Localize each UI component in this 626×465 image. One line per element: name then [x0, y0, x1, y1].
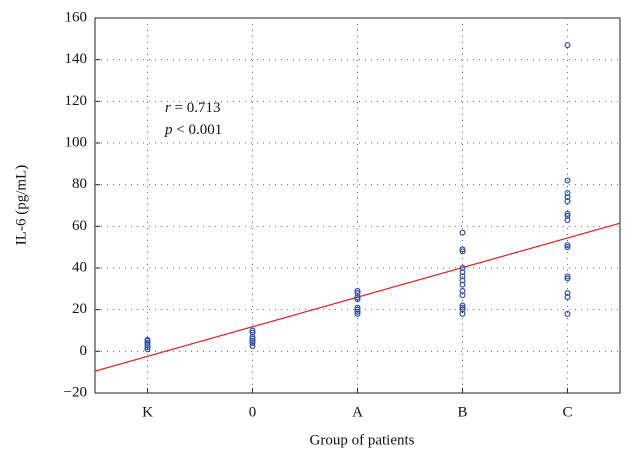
data-point: [354, 310, 361, 317]
data-point: [249, 327, 256, 334]
y-tick-label: 80: [72, 176, 87, 192]
data-point: [249, 335, 256, 342]
y-axis-label: IL-6 (pg/mL): [13, 165, 29, 245]
data-point: [249, 340, 256, 347]
data-point: [459, 269, 466, 276]
data-point: [459, 287, 466, 294]
data-point: [459, 292, 466, 299]
x-axis-label: Group of patients: [310, 432, 415, 448]
data-point: [564, 212, 571, 219]
data-point: [144, 346, 151, 353]
data-point: [144, 336, 151, 343]
data-point: [249, 329, 256, 336]
data-point: [564, 210, 571, 217]
data-point: [564, 177, 571, 184]
data-point: [564, 194, 571, 201]
data-point: [459, 229, 466, 236]
data-point: [564, 290, 571, 297]
y-tick-label: 20: [72, 301, 87, 317]
data-point: [354, 296, 361, 303]
data-point: [564, 198, 571, 205]
data-point: [564, 42, 571, 49]
data-point: [564, 244, 571, 251]
data-point: [354, 306, 361, 313]
data-point: [249, 337, 256, 344]
data-point: [354, 290, 361, 297]
data-point: [564, 294, 571, 301]
data-point: [144, 344, 151, 351]
y-tick-label: 140: [65, 51, 88, 67]
annotation: p < 0.001: [164, 122, 222, 138]
data-point: [459, 310, 466, 317]
y-tick-label: 120: [65, 93, 88, 109]
x-tick-label: C: [562, 404, 572, 420]
y-tick-label: −20: [64, 384, 87, 400]
annotation: r = 0.713: [165, 100, 221, 116]
y-tick-label: 160: [65, 9, 88, 25]
data-point: [354, 287, 361, 294]
data-point: [564, 190, 571, 197]
y-tick-label: 100: [65, 134, 88, 150]
data-point: [459, 248, 466, 255]
data-point: [564, 275, 571, 282]
data-point: [564, 217, 571, 224]
data-point: [459, 246, 466, 253]
data-point: [459, 265, 466, 272]
data-point: [459, 302, 466, 309]
data-point: [249, 333, 256, 340]
y-tick-label: 40: [72, 259, 87, 275]
data-point: [354, 308, 361, 315]
data-point: [564, 242, 571, 249]
y-tick-label: 0: [80, 343, 88, 359]
data-point: [459, 273, 466, 280]
data-point: [459, 306, 466, 313]
x-tick-label: 0: [249, 404, 257, 420]
data-point: [459, 277, 466, 284]
x-tick-label: K: [142, 404, 153, 420]
x-tick-label: A: [352, 404, 363, 420]
y-tick-label: 60: [72, 218, 87, 234]
data-point: [354, 294, 361, 301]
data-point: [144, 340, 151, 347]
data-point: [354, 304, 361, 311]
x-tick-label: B: [457, 404, 467, 420]
data-point: [564, 273, 571, 280]
data-point: [459, 304, 466, 311]
data-point: [564, 310, 571, 317]
data-point: [459, 281, 466, 288]
